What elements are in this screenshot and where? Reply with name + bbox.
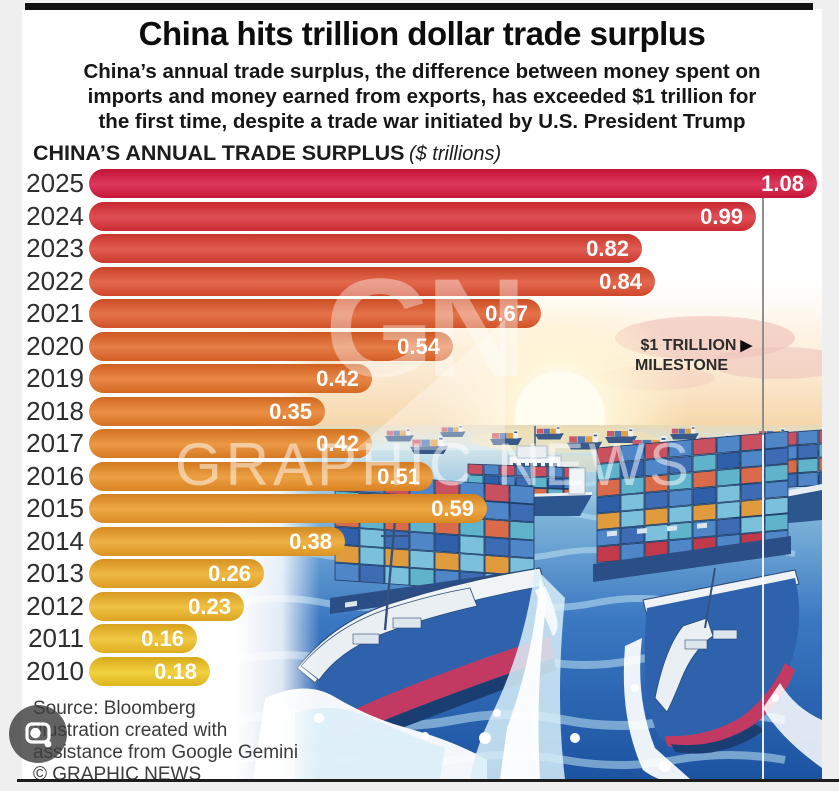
value-label: 0.42 (316, 366, 359, 391)
bar-row: 2019 0.42 (24, 364, 824, 393)
value-label: 0.84 (599, 268, 642, 294)
year-label: 2023 (26, 233, 84, 263)
surplus-bar: 0.23 (89, 591, 244, 621)
bar-row: 2018 0.35 (24, 395, 824, 426)
credit-line: assistance from Google Gemini (33, 742, 299, 763)
gn-logo-watermark: GN (325, 249, 527, 406)
surplus-bar: 0.99 (89, 201, 756, 231)
value-label: 0.38 (289, 528, 332, 554)
bar-row: 2023 0.82 (24, 234, 824, 263)
year-label: 2020 (26, 330, 84, 361)
value-label: 0.99 (700, 203, 743, 229)
milestone-arrow-icon: ▶ (740, 337, 752, 354)
subtitle-line: China’s annual trade surplus, the differ… (83, 60, 761, 83)
year-label: 2012 (26, 590, 84, 621)
year-label: 2019 (26, 363, 84, 393)
value-label: 0.54 (397, 333, 440, 359)
milestone-sublabel: MILESTONE (634, 357, 728, 374)
year-label: 2022 (26, 265, 84, 296)
milestone-line-upper (762, 198, 764, 435)
bar-row: 2020 0.54 (24, 330, 824, 361)
value-label: 0.35 (269, 398, 312, 424)
bar-chart: 2025 1.08 2024 0.99 2023 0.82 2022 0.84 2021 0.67… (24, 169, 824, 694)
surplus-bar: 0.26 (89, 559, 264, 588)
value-label: 0.26 (208, 561, 251, 586)
bar-row: 2022 0.84 (24, 265, 824, 296)
surplus-bar: 0.82 (89, 234, 642, 263)
value-label: 1.08 (761, 171, 804, 196)
bar-row: 2010 0.18 (24, 655, 824, 686)
foam (253, 568, 822, 779)
bottom-rule (17, 779, 839, 782)
surplus-bar: 0.38 (89, 526, 345, 556)
value-label: 0.59 (431, 496, 474, 521)
value-label: 0.23 (188, 593, 231, 619)
value-label: 0.67 (485, 301, 528, 326)
page-title: China hits trillion dollar trade surplus (138, 15, 706, 52)
year-label: 2025 (26, 168, 84, 198)
bar-row: 2016 0.51 (24, 460, 824, 491)
surplus-bar: 0.16 (89, 624, 197, 653)
bar-row: 2011 0.16 (24, 624, 824, 653)
year-label: 2021 (26, 298, 84, 328)
surplus-bar: 0.59 (89, 494, 487, 523)
top-rule (25, 3, 813, 10)
gn-logo-sail (355, 320, 505, 450)
source-line: Source: Bloomberg (33, 698, 196, 719)
value-label: 0.18 (154, 658, 197, 684)
value-label: 0.51 (377, 463, 420, 489)
surplus-bar: 0.67 (89, 299, 541, 328)
value-label: 0.42 (316, 431, 359, 456)
year-label: 2016 (26, 460, 84, 491)
big-right-ship (593, 430, 800, 754)
credit-line: Illustration created with (33, 720, 228, 741)
milestone-label: $1 TRILLION ▶ MILESTONE (540, 336, 752, 376)
year-label: 2014 (26, 525, 84, 556)
graphic-news-watermark: GRAPHIC NEWS (175, 431, 694, 498)
bar-row: 2024 0.99 (24, 200, 824, 231)
year-label: 2017 (26, 428, 84, 458)
bar-row: 2017 0.42 (24, 429, 824, 458)
bar-row: 2025 1.08 (24, 169, 824, 198)
chart-heading-text: CHINA’S ANNUAL TRADE SURPLUS (33, 141, 405, 165)
chart-heading: CHINA’S ANNUAL TRADE SURPLUS ($ trillion… (33, 141, 501, 166)
subtitle-line: imports and money earned from exports, h… (87, 85, 757, 108)
bar-row: 2013 0.26 (24, 559, 824, 588)
bar-row: 2021 0.67 (24, 299, 824, 328)
bar-row: 2014 0.38 (24, 525, 824, 556)
surplus-bar: 0.42 (89, 429, 372, 458)
year-label: 2013 (26, 558, 84, 588)
year-label: 2018 (26, 395, 84, 426)
copyright-line: © GRAPHIC NEWS (33, 764, 202, 785)
milestone-label-text: $1 TRILLION (640, 337, 737, 354)
year-label: 2011 (28, 623, 84, 653)
year-label: 2015 (26, 493, 84, 523)
year-label: 2010 (26, 655, 84, 686)
surplus-bar: 0.35 (89, 396, 325, 426)
camera-lens-icon[interactable] (8, 704, 68, 764)
page-subtitle: China’s annual trade surplus, the differ… (22, 59, 822, 134)
bar-row: 2015 0.59 (24, 494, 824, 523)
surplus-bar: 0.54 (89, 331, 453, 361)
chart-heading-unit: ($ trillions) (408, 143, 502, 165)
value-label: 0.82 (586, 236, 629, 261)
year-label: 2024 (26, 200, 84, 231)
value-label: 0.16 (141, 626, 184, 651)
source-block: Source: Bloomberg Illustration created w… (33, 698, 298, 786)
subtitle-line: the first time, despite a trade war init… (98, 110, 746, 133)
surplus-bar: 0.18 (89, 656, 210, 686)
surplus-bar: 0.42 (89, 364, 372, 393)
bar-row: 2012 0.23 (24, 590, 824, 621)
surplus-bar: 1.08 (89, 169, 817, 198)
surplus-bar: 0.51 (89, 461, 433, 491)
surplus-bar: 0.84 (89, 266, 655, 296)
